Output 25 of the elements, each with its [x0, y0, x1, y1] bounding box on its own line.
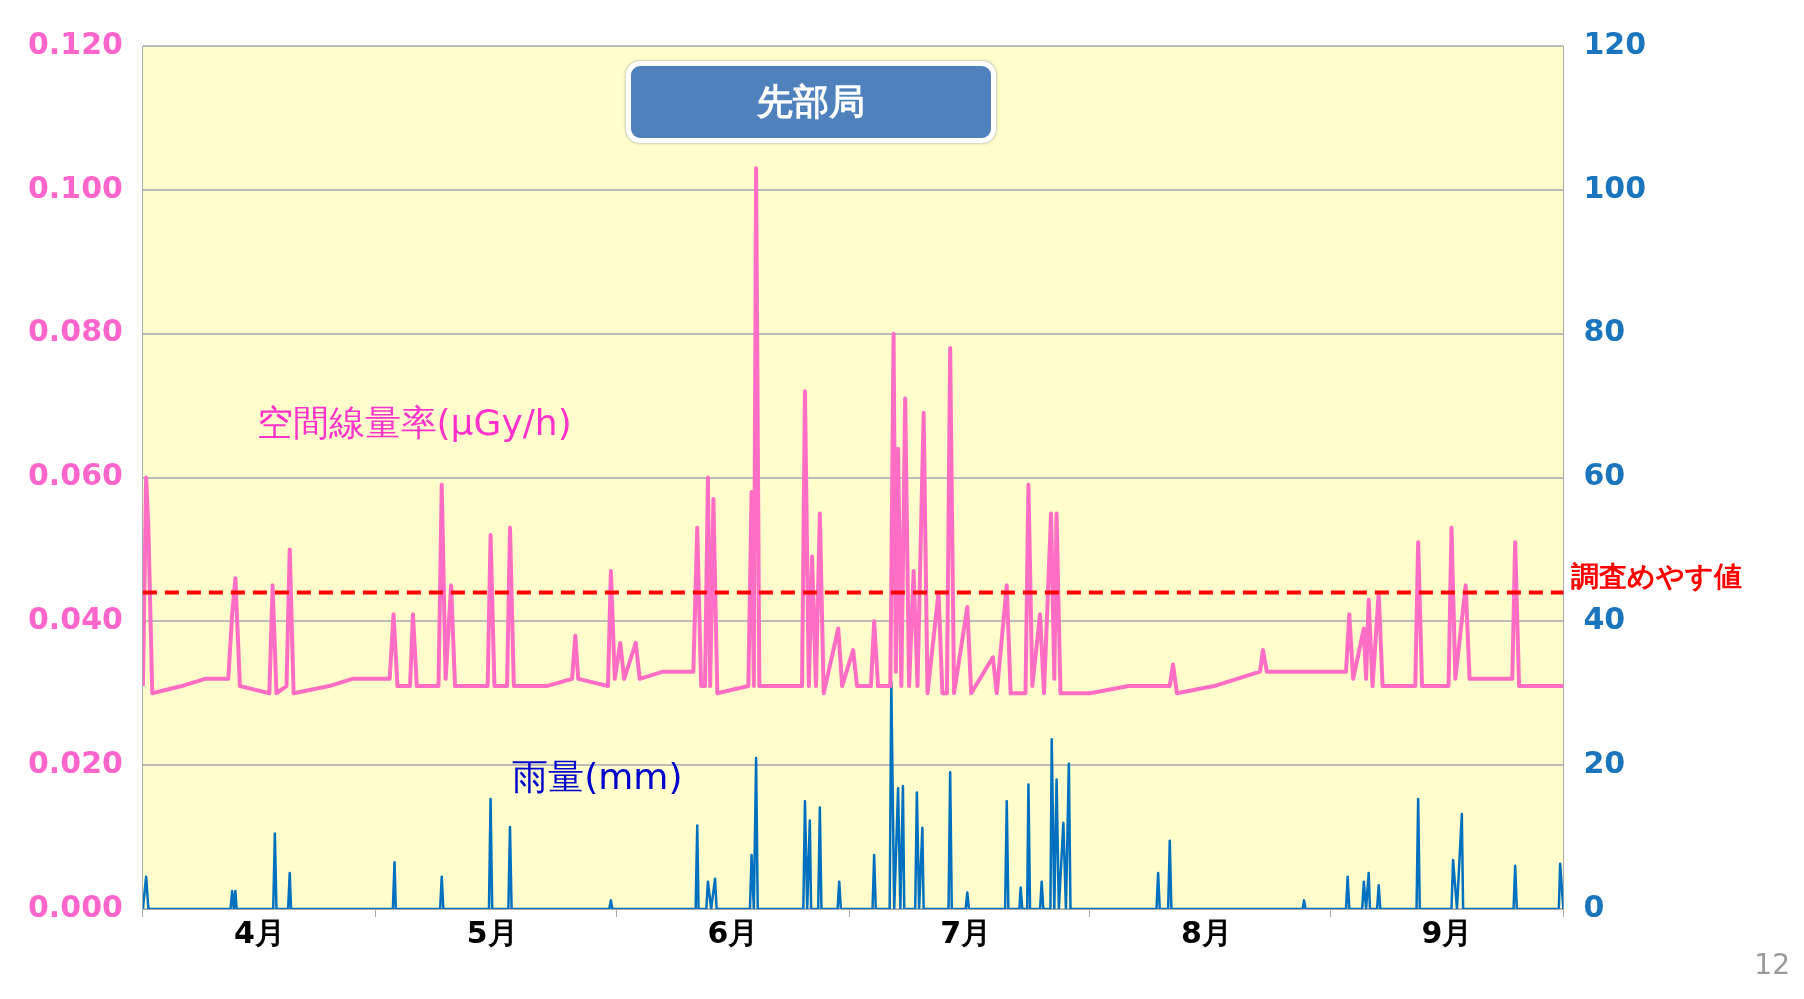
- y2-tick-label: 100: [1583, 169, 1646, 205]
- y-tick-label: 0.060: [27, 457, 123, 493]
- series-label: 空間線量率(μGy/h): [256, 402, 572, 444]
- y-tick-label: 0.120: [27, 25, 123, 61]
- y-tick-label: 0.020: [27, 744, 123, 780]
- y-tick-label: 0.000: [27, 888, 123, 924]
- y2-tick-label: 40: [1583, 601, 1626, 637]
- title-box: 先部局: [625, 61, 996, 143]
- y-tick-label: 0.080: [27, 313, 123, 349]
- y2-tick-label: 60: [1583, 457, 1626, 493]
- x-tick-label: 6月: [707, 914, 759, 950]
- x-tick-label: 5月: [466, 914, 518, 950]
- y2-tick-label: 20: [1583, 744, 1626, 780]
- y-tick-label: 0.040: [27, 601, 123, 637]
- series-label: 雨量(mm): [512, 755, 683, 797]
- x-tick-label: 4月: [233, 914, 285, 950]
- x-tick-label: 8月: [1180, 914, 1232, 950]
- x-tick-label: 7月: [940, 914, 992, 950]
- x-tick-label: 9月: [1421, 914, 1473, 950]
- y2-tick-label: 0: [1583, 888, 1605, 924]
- y2-tick-label: 80: [1583, 313, 1626, 349]
- text: 12: [1754, 948, 1790, 982]
- y-tick-label: 0.100: [27, 169, 123, 205]
- y2-tick-label: 120: [1583, 25, 1646, 61]
- ref-line-label: 調査めやす値: [1571, 559, 1743, 593]
